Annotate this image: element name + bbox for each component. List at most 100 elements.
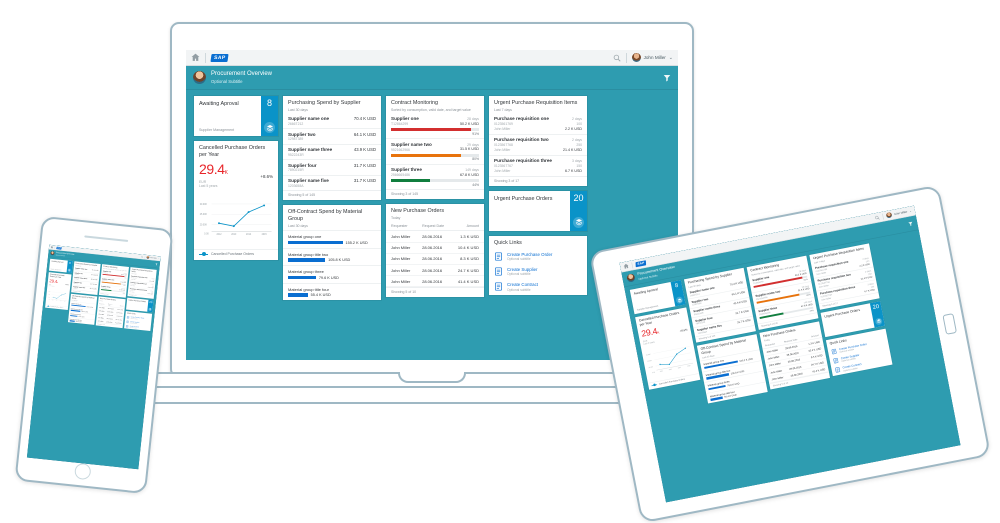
card-cancelled-orders[interactable]: Cancelled Purchase Orders per Year 29.4K…: [635, 307, 700, 390]
card-cancelled-orders[interactable]: Cancelled Purchase Orders per Year 29.4K…: [194, 141, 278, 260]
material-bar: [69, 320, 74, 322]
home-icon[interactable]: [191, 53, 200, 62]
card-contract-monitoring[interactable]: Contract Monitoring Sorted by consumptio…: [99, 264, 129, 298]
search-icon[interactable]: [141, 255, 144, 258]
list-item[interactable]: Purchase requisition one 2 days 01235617…: [489, 114, 587, 134]
column-header[interactable]: Requester: [386, 222, 417, 231]
list-item[interactable]: Supplier two 64.1 K USD 1298T389: [283, 128, 381, 144]
chart-legend: Cancelled Purchase Orders: [194, 249, 278, 260]
phone-home-button[interactable]: [74, 463, 92, 481]
card-purchasing-spend[interactable]: Purchasing Spend by Supplier Last 30 day…: [283, 96, 381, 200]
row-meta-2: John Miller 2.2 K USD: [494, 127, 582, 132]
list-item[interactable]: Supplier name one 70.4 K USD 2666T212: [283, 114, 381, 129]
supplier-name: Supplier name three: [288, 147, 332, 152]
chevron-down-icon[interactable]: ⌄: [669, 55, 673, 61]
list-item[interactable]: Purchase requisition three 3 days 012356…: [489, 155, 587, 176]
phone-device: SAP John Miller ⌄ Procurement Overview O…: [14, 216, 173, 494]
list-item[interactable]: Material group title two 105.8 K USD: [283, 248, 381, 266]
chevron-down-icon[interactable]: ⌄: [909, 209, 912, 213]
laptop-base-notch: [398, 372, 466, 383]
quick-link-item[interactable]: Create Supplier Optional subtitle: [489, 264, 587, 279]
search-icon[interactable]: [875, 215, 881, 221]
card-cancelled-orders[interactable]: Cancelled Purchase Orders per Year 29.4K…: [45, 272, 71, 310]
filter-icon[interactable]: [663, 74, 671, 82]
avatar: [632, 53, 641, 62]
tile-urgent-purchase-orders[interactable]: Urgent Purchase Orders 20: [489, 191, 587, 231]
contract-icon: [126, 325, 129, 328]
list-item[interactable]: Material group title four 55.4 K USD: [283, 283, 381, 301]
home-icon[interactable]: [50, 246, 53, 249]
list-item[interactable]: Supplier name two 29 days 9521662966 31.…: [386, 138, 484, 164]
card-contract-monitoring[interactable]: Contract Monitoring Sorted by consumptio…: [747, 256, 819, 331]
card-urgent-requisitions[interactable]: Urgent Purchase Requisition Items Last 7…: [128, 267, 157, 299]
card-purchasing-spend[interactable]: Purchasing Spend by Supplier Last 30 day…: [71, 261, 101, 295]
requisition-value: 2.2 K USD: [565, 127, 582, 132]
requisition-value: 6.7 K USD: [565, 169, 582, 174]
home-icon[interactable]: [623, 263, 630, 270]
list-item[interactable]: Material group three 79.6 K USD: [283, 265, 381, 283]
card-header: Off-Contract Spend by Material Group Las…: [283, 205, 381, 230]
table-cell: 28.06.2016: [417, 276, 451, 287]
page-header: Procurement Overview Optional Subtitle: [186, 66, 678, 90]
list-item[interactable]: Supplier four 31.7 K USD 7890215R: [283, 159, 381, 175]
card-off-contract-spend[interactable]: Off-Contract Spend by Material Group Las…: [697, 334, 768, 403]
material-bar: [288, 258, 325, 262]
line-chart: 30.00K 25.00K 20.00K 0.00 2012 2013 2014…: [194, 189, 278, 249]
tile-title: Urgent Purchase Orders: [824, 307, 868, 319]
spend-row-list: Supplier name one 70.4 K USD 2666T212 Su…: [71, 267, 100, 293]
list-item[interactable]: Material group one 155.2 K USD: [283, 230, 381, 248]
user-menu[interactable]: John Miller ⌄: [632, 53, 673, 62]
filter-icon[interactable]: [908, 221, 914, 227]
kpi-unit: K: [225, 170, 228, 176]
quick-link-item[interactable]: Create Purchase Order Optional subtitle: [489, 249, 587, 264]
shellbar-divider-2: [145, 256, 146, 259]
tile-awaiting-approval[interactable]: Awaiting Aproval Supplier Management 8: [194, 96, 278, 136]
column-header[interactable]: Request Date: [417, 222, 451, 231]
svg-text:2013: 2013: [231, 234, 237, 236]
tile-urgent-purchase-orders[interactable]: Urgent Purchase Orders 20: [126, 297, 154, 312]
list-item[interactable]: Supplier name three 43.9 K USD 9522243R: [283, 144, 381, 160]
line-chart: 30.00K 25.00K 20.00K 0.00 2012 2013 2014…: [45, 287, 69, 307]
card-purchasing-spend[interactable]: Purchasing Spend by Supplier Last 30 day…: [684, 268, 756, 343]
tile-count: 20: [149, 301, 152, 304]
list-item[interactable]: Supplier name five 31.7 K USD 1203658A: [283, 175, 381, 191]
card-urgent-requisitions[interactable]: Urgent Purchase Requisition Items Last 7…: [809, 243, 879, 309]
column-1: Awaiting Aproval Supplier Management 8 C…: [194, 96, 278, 260]
filter-icon[interactable]: [155, 263, 158, 266]
tile-subtitle: Supplier Management: [51, 268, 66, 271]
search-icon[interactable]: [613, 54, 621, 62]
quick-link-item[interactable]: Create Contract Optional subtitle: [489, 279, 587, 294]
kpi-unit: K: [57, 282, 58, 284]
shellbar: SAP John Miller ⌄: [186, 50, 678, 66]
card-contract-monitoring[interactable]: Contract Monitoring Sorted by consumptio…: [386, 96, 484, 199]
list-item[interactable]: Supplier three 149 days 2566665486 67.8 …: [386, 164, 484, 190]
contract-row-list: Supplier one 28 days T12864299 50.2 K US…: [386, 114, 484, 190]
supplier-name: Supplier name one: [288, 116, 329, 121]
tile-text: Awaiting Aproval Supplier Management: [630, 282, 676, 314]
tile-awaiting-approval[interactable]: Awaiting Aproval Supplier Management 8: [49, 259, 73, 273]
list-item[interactable]: Supplier one 28 days T12864299 50.2 K US…: [386, 114, 484, 139]
card-off-contract-spend[interactable]: Off-Contract Spend by Material Group Las…: [68, 294, 97, 325]
column-header[interactable]: Amount: [451, 222, 484, 231]
list-item[interactable]: Purchase requisition two 2 days 01235677…: [489, 134, 587, 155]
kpi-meta: EUR Last 5 years: [194, 180, 278, 190]
supplier-icon: [126, 320, 129, 323]
contract-supplier-name: Supplier one: [391, 116, 419, 121]
requisition-id: 0123567767: [494, 164, 513, 168]
card-off-contract-spend[interactable]: Off-Contract Spend by Material Group Las…: [283, 205, 381, 300]
supplier-icon: [833, 357, 840, 364]
requisition-requester: John Miller: [494, 169, 510, 173]
supplier-amount: 64.1 K USD: [354, 132, 376, 137]
row-main: Supplier name one 70.4 K USD: [288, 116, 376, 121]
chevron-down-icon[interactable]: ⌄: [158, 257, 159, 259]
card-urgent-requisitions[interactable]: Urgent Purchase Requisition Items Last 7…: [489, 96, 587, 186]
